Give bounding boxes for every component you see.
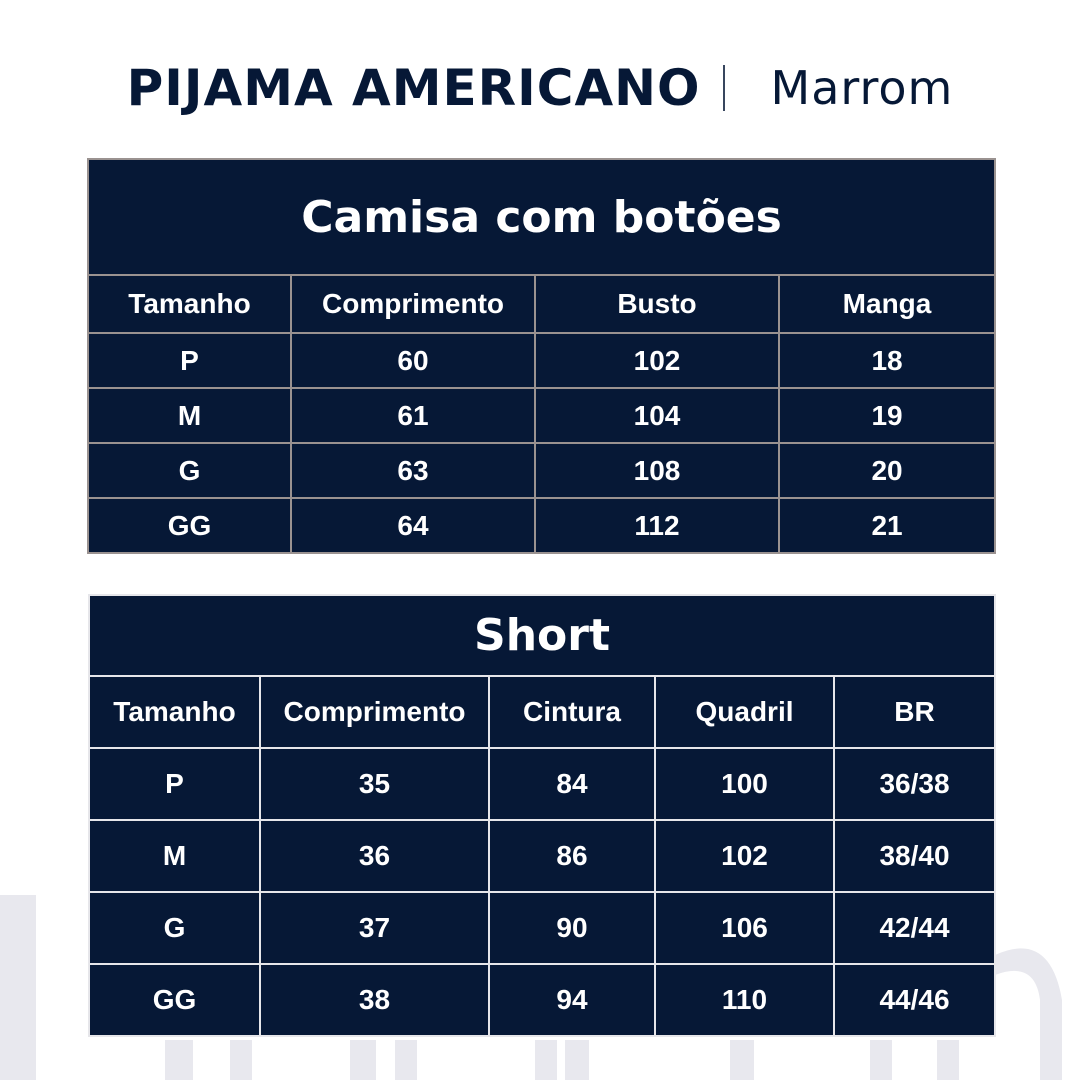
cell: 102 — [654, 819, 835, 893]
table-row: GG 38 94 110 44/46 — [88, 963, 997, 1037]
cell: 90 — [488, 891, 656, 965]
cell: 18 — [777, 332, 997, 389]
table-row: G 37 90 106 42/44 — [88, 891, 997, 965]
cell: 102 — [534, 332, 780, 389]
column-header: Comprimento — [290, 274, 536, 334]
cell: 106 — [654, 891, 835, 965]
shirt-size-table: Camisa com botões Tamanho Comprimento Bu… — [86, 158, 997, 554]
cell: P — [87, 332, 292, 389]
cell: 19 — [777, 387, 997, 444]
table-title: Camisa com botões — [86, 158, 997, 276]
cell: 60 — [290, 332, 536, 389]
cell: 36 — [259, 819, 490, 893]
column-header: Tamanho — [88, 675, 261, 749]
cell: 42/44 — [832, 891, 997, 965]
table-row: P 60 102 18 — [87, 332, 997, 389]
page-header: PIJAMA AMERICANO Marrom — [0, 58, 1080, 118]
cell: 110 — [654, 963, 835, 1037]
cell: 38/40 — [832, 819, 997, 893]
table-title: Short — [87, 594, 997, 677]
table-header-row: Tamanho Comprimento Busto Manga — [87, 274, 997, 334]
column-header: BR — [832, 675, 997, 749]
cell: 36/38 — [832, 747, 997, 821]
cell: 61 — [290, 387, 536, 444]
title-divider — [722, 65, 725, 111]
cell: 35 — [259, 747, 490, 821]
table-header-row: Tamanho Comprimento Cintura Quadril BR — [88, 675, 997, 749]
cell: M — [87, 387, 292, 444]
cell: 84 — [488, 747, 656, 821]
table-row: G 63 108 20 — [87, 442, 997, 499]
column-header: Tamanho — [87, 274, 292, 334]
cell: M — [88, 819, 261, 893]
cell: G — [88, 891, 261, 965]
cell: 86 — [488, 819, 656, 893]
product-color: Marrom — [770, 61, 954, 115]
column-header: Busto — [534, 274, 780, 334]
table-row: P 35 84 100 36/38 — [88, 747, 997, 821]
cell: 104 — [534, 387, 780, 444]
cell: 64 — [290, 497, 536, 554]
product-title: PIJAMA AMERICANO — [126, 59, 701, 117]
table-row: M 61 104 19 — [87, 387, 997, 444]
column-header: Manga — [777, 274, 997, 334]
cell: 44/46 — [832, 963, 997, 1037]
cell: G — [87, 442, 292, 499]
column-header: Comprimento — [259, 675, 490, 749]
cell: 20 — [777, 442, 997, 499]
cell: 94 — [488, 963, 656, 1037]
cell: P — [88, 747, 261, 821]
cell: 37 — [259, 891, 490, 965]
table-row: M 36 86 102 38/40 — [88, 819, 997, 893]
cell: 108 — [534, 442, 780, 499]
cell: 63 — [290, 442, 536, 499]
cell: 100 — [654, 747, 835, 821]
cell: 38 — [259, 963, 490, 1037]
column-header: Cintura — [488, 675, 656, 749]
column-header: Quadril — [654, 675, 835, 749]
cell: GG — [88, 963, 261, 1037]
cell: 112 — [534, 497, 780, 554]
table-row: GG 64 112 21 — [87, 497, 997, 554]
short-size-table: Short Tamanho Comprimento Cintura Quadri… — [87, 594, 997, 1037]
cell: 21 — [777, 497, 997, 554]
cell: GG — [87, 497, 292, 554]
